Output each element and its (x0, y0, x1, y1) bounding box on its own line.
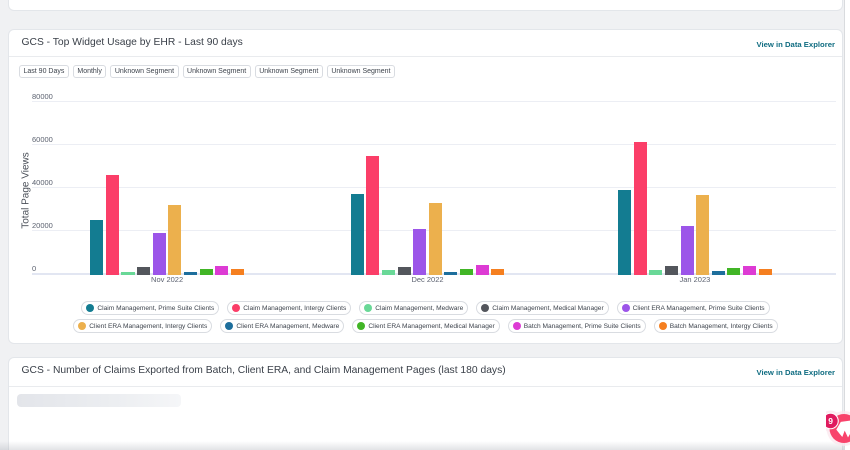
svg-text:9: 9 (828, 416, 833, 426)
